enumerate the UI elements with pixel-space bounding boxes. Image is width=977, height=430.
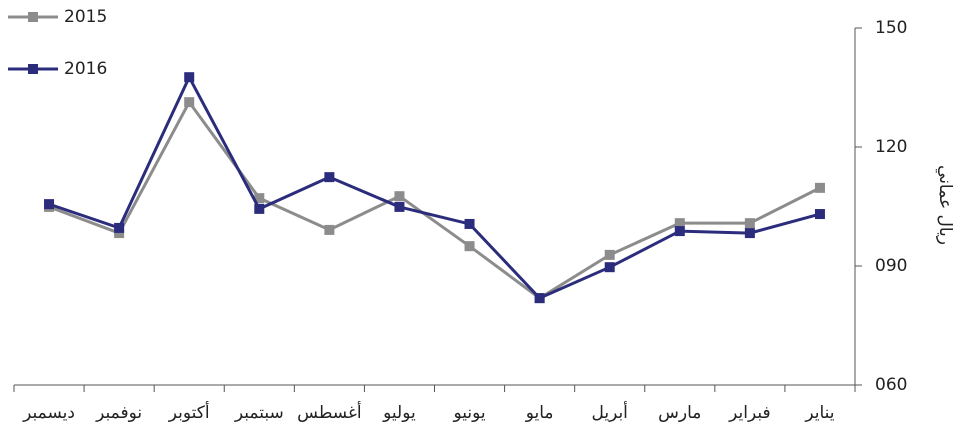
- x-tick-label: فبراير: [728, 403, 770, 423]
- point: [814, 182, 825, 193]
- x-tick-label: أبريل: [591, 401, 627, 423]
- y-tick-label: 090: [875, 256, 907, 276]
- point: [604, 262, 615, 273]
- x-tick-label: أغسطس: [297, 401, 361, 423]
- y-tick-label: 120: [875, 137, 907, 157]
- y-tick-label: 060: [875, 375, 907, 395]
- series-line: [48, 99, 821, 300]
- point: [674, 218, 685, 229]
- point: [254, 203, 265, 214]
- point: [534, 293, 545, 304]
- x-tick-label: سبتمبر: [234, 403, 284, 423]
- y-tick-label: 150: [875, 18, 907, 38]
- x-tick-label: ديسمبر: [22, 403, 75, 423]
- point: [464, 241, 475, 252]
- x-tick-label: يوليو: [382, 403, 416, 423]
- legend-marker: [28, 64, 38, 74]
- x-tick-label: يناير: [804, 403, 834, 423]
- y-axis-label: ريال عماني: [935, 165, 955, 245]
- x-tick-label: مايو: [525, 403, 554, 423]
- point: [814, 209, 825, 220]
- x-tick-label: مارس: [658, 403, 701, 423]
- point: [324, 172, 335, 183]
- legend-label: 2015: [64, 7, 107, 27]
- point: [674, 226, 685, 237]
- point: [114, 222, 125, 233]
- point: [44, 199, 55, 210]
- point: [394, 201, 405, 212]
- point: [394, 191, 405, 202]
- point: [604, 249, 615, 260]
- point: [744, 218, 755, 229]
- point: [254, 193, 265, 204]
- point: [184, 72, 195, 83]
- x-tick-label: يونيو: [452, 403, 485, 423]
- legend-label: 2016: [64, 59, 107, 79]
- point: [464, 218, 475, 229]
- series-line: [48, 73, 821, 300]
- x-tick-label: نوفمبر: [95, 403, 142, 423]
- x-tick-label: أكتوبر: [168, 401, 210, 423]
- point: [744, 228, 755, 239]
- point: [184, 97, 195, 108]
- legend-marker: [28, 12, 38, 22]
- point: [324, 224, 335, 235]
- point: [114, 228, 125, 239]
